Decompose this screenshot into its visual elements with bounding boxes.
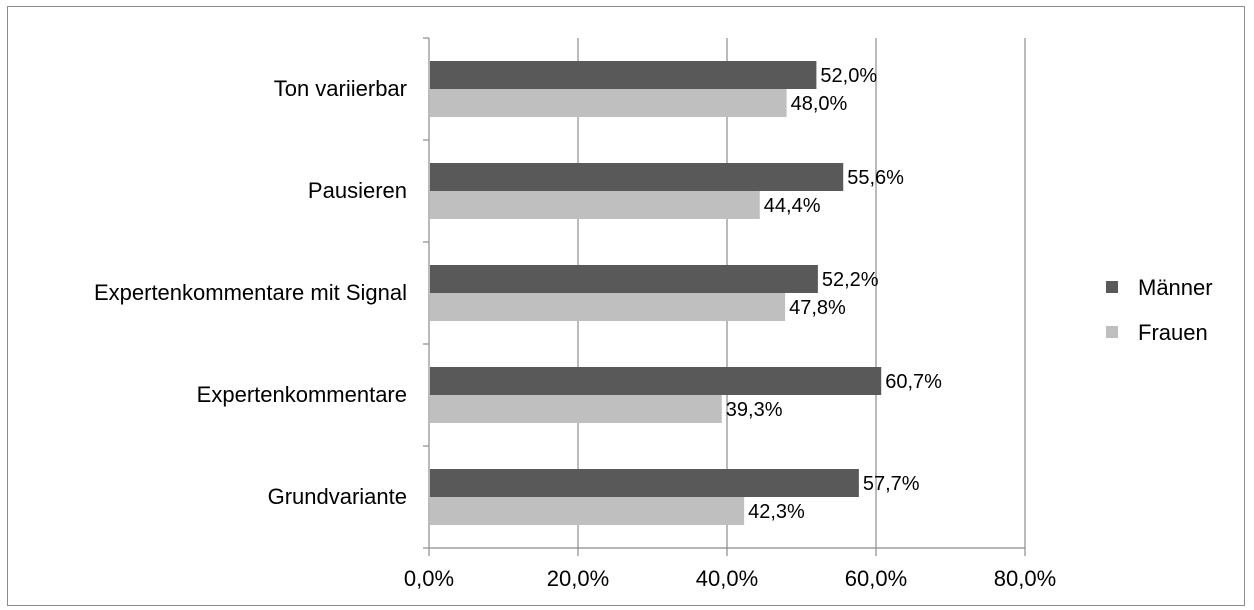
data-label: 60,7% [885, 371, 942, 393]
bar-frauen [430, 293, 786, 321]
data-label: 44,4% [764, 195, 821, 217]
x-tick-label: 20,0% [547, 566, 609, 591]
bar-frauen [430, 497, 745, 525]
category-label: Ton variierbar [274, 76, 407, 101]
x-tick-label: 0,0% [404, 566, 454, 591]
legend-swatch [1106, 281, 1118, 293]
data-label: 52,0% [820, 65, 877, 87]
data-label: 55,6% [847, 167, 904, 189]
bar-frauen [430, 395, 722, 423]
bar-frauen [430, 89, 787, 117]
data-label: 57,7% [863, 473, 920, 495]
x-tick-label: 40,0% [696, 566, 758, 591]
bar-maenner [430, 265, 818, 293]
category-label: Grundvariante [268, 484, 407, 509]
bar-maenner [430, 61, 817, 89]
data-label: 47,8% [789, 297, 846, 319]
x-tick-label: 60,0% [845, 566, 907, 591]
bar-maenner [430, 367, 882, 395]
category-label: Pausieren [308, 178, 407, 203]
legend-label: Männer [1138, 275, 1213, 300]
bar-frauen [430, 191, 760, 219]
data-label: 39,3% [726, 399, 783, 421]
data-label: 42,3% [748, 501, 805, 523]
data-label: 48,0% [791, 93, 848, 115]
legend-label: Frauen [1138, 320, 1208, 345]
bar-maenner [430, 163, 844, 191]
legend-swatch [1106, 326, 1118, 338]
category-label: Expertenkommentare mit Signal [94, 280, 407, 305]
bar-maenner [430, 469, 859, 497]
x-tick-label: 80,0% [994, 566, 1056, 591]
category-label: Expertenkommentare [197, 382, 407, 407]
data-label: 52,2% [822, 269, 879, 291]
